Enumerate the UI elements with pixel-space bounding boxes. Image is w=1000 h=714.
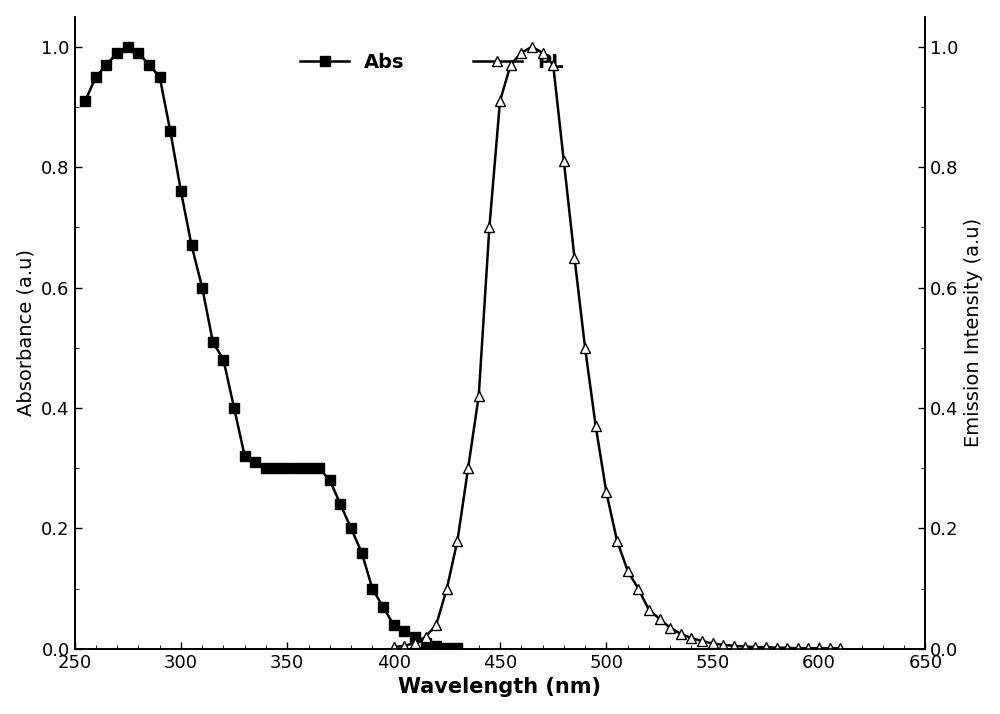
PL xyxy=(632,585,644,593)
PL xyxy=(441,585,453,593)
PL xyxy=(494,96,506,105)
Abs xyxy=(217,356,229,364)
Abs xyxy=(100,61,112,69)
Abs xyxy=(409,633,421,641)
PL xyxy=(622,566,634,575)
Abs xyxy=(207,338,219,346)
PL xyxy=(420,633,432,641)
Y-axis label: Emission Intensity (a.u): Emission Intensity (a.u) xyxy=(964,218,983,448)
PL xyxy=(717,640,729,649)
PL xyxy=(749,643,761,651)
Abs xyxy=(79,96,91,105)
Y-axis label: Absorbance (a.u): Absorbance (a.u) xyxy=(17,249,36,416)
PL xyxy=(483,223,495,232)
PL xyxy=(547,61,559,69)
Abs xyxy=(132,49,144,57)
Abs xyxy=(228,404,240,413)
PL xyxy=(685,634,697,643)
PL xyxy=(590,422,602,431)
PL xyxy=(707,639,719,648)
X-axis label: Wavelength (nm): Wavelength (nm) xyxy=(398,678,602,698)
PL xyxy=(451,536,463,545)
PL xyxy=(675,630,687,638)
PL xyxy=(643,605,655,614)
Abs xyxy=(324,476,336,485)
Abs xyxy=(281,464,293,473)
PL xyxy=(579,343,591,352)
PL xyxy=(558,157,570,166)
PL xyxy=(526,43,538,51)
PL xyxy=(505,61,517,69)
PL xyxy=(792,644,804,653)
PL xyxy=(388,643,400,651)
PL xyxy=(728,642,740,650)
PL xyxy=(430,620,442,629)
PL xyxy=(813,644,825,653)
Abs xyxy=(451,644,463,653)
PL xyxy=(611,536,623,545)
PL xyxy=(473,392,485,401)
Abs xyxy=(90,73,102,81)
PL xyxy=(398,642,410,650)
PL xyxy=(409,638,421,647)
PL xyxy=(802,644,814,653)
Abs xyxy=(175,187,187,196)
Abs xyxy=(260,464,272,473)
Abs xyxy=(377,603,389,611)
PL xyxy=(696,637,708,645)
Abs xyxy=(345,524,357,533)
PL xyxy=(462,464,474,473)
Abs xyxy=(196,283,208,292)
Abs xyxy=(356,548,368,557)
PL xyxy=(739,642,751,650)
Abs xyxy=(154,73,166,81)
Abs xyxy=(164,127,176,136)
PL xyxy=(824,644,836,653)
Abs xyxy=(186,241,198,250)
Abs xyxy=(239,452,251,461)
PL xyxy=(600,488,612,497)
PL xyxy=(537,49,549,57)
PL xyxy=(760,643,772,651)
PL xyxy=(664,623,676,632)
Abs xyxy=(111,49,123,57)
PL xyxy=(781,643,793,652)
PL xyxy=(654,615,666,623)
Abs xyxy=(334,500,346,508)
Abs xyxy=(388,620,400,629)
Abs xyxy=(441,643,453,652)
Abs xyxy=(398,627,410,635)
Abs xyxy=(143,61,155,69)
Abs xyxy=(271,464,283,473)
PL xyxy=(515,49,527,57)
PL xyxy=(771,643,783,652)
Abs xyxy=(249,458,261,466)
Abs xyxy=(430,642,442,650)
Abs xyxy=(366,585,378,593)
PL xyxy=(568,253,580,262)
Abs xyxy=(420,638,432,647)
Abs xyxy=(313,464,325,473)
Abs xyxy=(303,464,315,473)
Abs xyxy=(292,464,304,473)
Abs xyxy=(122,43,134,51)
PL xyxy=(834,644,846,653)
Line: PL: PL xyxy=(389,42,845,653)
Line: Abs: Abs xyxy=(80,42,462,653)
Legend: Abs, PL: Abs, PL xyxy=(292,46,571,80)
